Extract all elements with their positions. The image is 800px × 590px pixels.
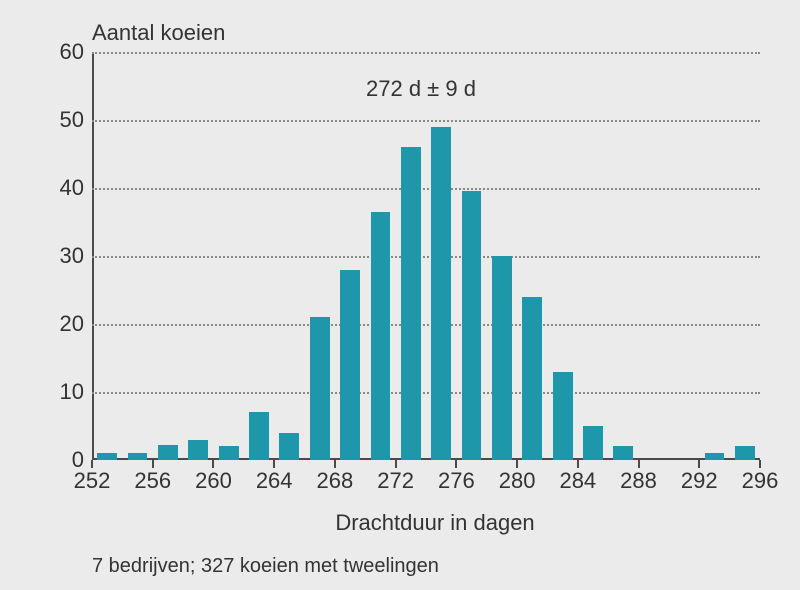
gridline xyxy=(92,52,760,54)
bar xyxy=(553,372,573,460)
x-tick-label: 296 xyxy=(742,460,779,494)
x-tick-label: 268 xyxy=(317,460,354,494)
gridline xyxy=(92,392,760,394)
bar xyxy=(219,446,239,460)
chart-wrapper: Aantal koeien 01020304050602522562602642… xyxy=(0,0,800,590)
y-tick-label: 30 xyxy=(60,243,92,269)
caption-text: 7 bedrijven; 327 koeien met tweelingen xyxy=(92,555,439,578)
gridline xyxy=(92,120,760,122)
x-axis-title: Drachtduur in dagen xyxy=(250,510,620,536)
bar xyxy=(128,453,148,460)
bar xyxy=(310,317,330,460)
y-tick-label: 60 xyxy=(60,39,92,65)
gridline xyxy=(92,324,760,326)
x-tick-label: 272 xyxy=(377,460,414,494)
bar xyxy=(613,446,633,460)
y-tick-label: 50 xyxy=(60,107,92,133)
bar xyxy=(522,297,542,460)
x-tick-label: 284 xyxy=(559,460,596,494)
bar xyxy=(340,270,360,460)
bar xyxy=(401,147,421,460)
y-tick-label: 40 xyxy=(60,175,92,201)
x-tick-label: 288 xyxy=(620,460,657,494)
y-axis-title: Aantal koeien xyxy=(92,20,225,46)
plot-area: 0102030405060252256260264268272276280284… xyxy=(92,52,760,460)
bar xyxy=(279,433,299,460)
x-tick-label: 256 xyxy=(134,460,171,494)
bar xyxy=(492,256,512,460)
y-tick-label: 10 xyxy=(60,379,92,405)
bar xyxy=(705,453,725,460)
x-tick-label: 280 xyxy=(499,460,536,494)
y-tick-label: 20 xyxy=(60,311,92,337)
x-tick-label: 264 xyxy=(256,460,293,494)
bar xyxy=(431,127,451,460)
x-tick-label: 260 xyxy=(195,460,232,494)
annotation-text: 272 d ± 9 d xyxy=(366,76,476,102)
bar xyxy=(97,453,117,460)
x-tick-label: 292 xyxy=(681,460,718,494)
gridline xyxy=(92,188,760,190)
x-tick-label: 276 xyxy=(438,460,475,494)
bar xyxy=(462,191,482,460)
bar xyxy=(249,412,269,460)
bar xyxy=(735,446,755,460)
x-tick-label: 252 xyxy=(74,460,111,494)
bar xyxy=(371,212,391,460)
bar xyxy=(583,426,603,460)
bar xyxy=(158,445,178,460)
gridline xyxy=(92,256,760,258)
bar xyxy=(188,440,208,460)
